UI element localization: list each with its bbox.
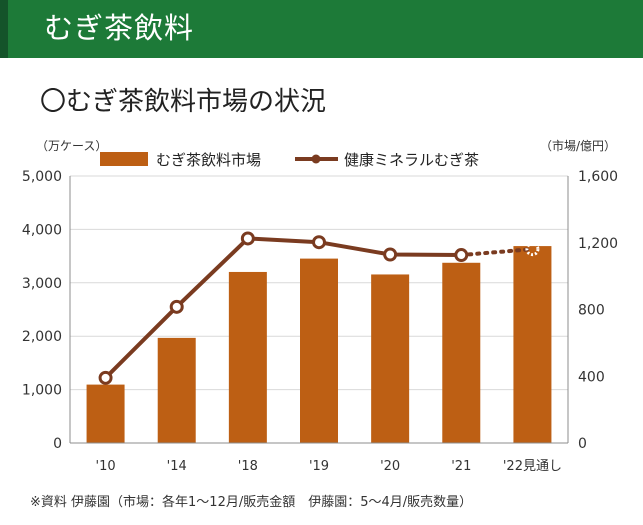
y-right-tick-label: 1,200 xyxy=(578,236,618,252)
y-right-axis-label: （市場/億円） xyxy=(540,138,616,153)
x-tick-label: '14 xyxy=(167,459,187,474)
x-tick-label: '20 xyxy=(380,459,400,474)
line-point xyxy=(312,235,326,250)
line-segment-dotted xyxy=(459,247,535,258)
page-title: むぎ茶飲料 xyxy=(44,11,195,45)
y-left-tick-label: 5,000 xyxy=(22,169,62,185)
line-point xyxy=(454,248,469,263)
header-bar: むぎ茶飲料 xyxy=(0,0,643,58)
bar xyxy=(86,384,125,443)
line-point xyxy=(98,370,113,385)
line-series xyxy=(98,231,540,385)
y-left-tick-label: 1,000 xyxy=(22,383,62,399)
x-tick-label: '22見通し xyxy=(503,459,562,474)
axes: 5,000 4,000 3,000 2,000 1,000 0 1,600 1,200 800 4… xyxy=(22,138,618,474)
legend-label-line: 健康ミネラルむぎ茶 xyxy=(344,151,479,169)
line-point xyxy=(383,247,398,262)
legend-swatch-marker xyxy=(311,154,321,164)
legend-swatch-bar xyxy=(100,152,148,166)
y-right-tick-label: 1,600 xyxy=(578,169,618,185)
header-accent xyxy=(0,0,8,58)
bar xyxy=(157,337,196,443)
bar xyxy=(228,271,267,443)
source-footnote: ※資料 伊藤園（市場：各年1〜12月/販売金額 伊藤園：5〜4月/販売数量） xyxy=(30,495,473,510)
y-left-tick-label: 3,000 xyxy=(22,276,62,292)
x-tick-label: '10 xyxy=(96,459,116,474)
y-right-tick-label: 0 xyxy=(578,436,587,452)
y-left-tick-label: 0 xyxy=(53,436,62,452)
line-point xyxy=(240,231,255,246)
bar-series xyxy=(86,246,552,443)
y-right-tick-label: 400 xyxy=(578,369,605,385)
bar xyxy=(513,246,552,443)
bar xyxy=(442,262,481,443)
bar xyxy=(300,258,338,443)
x-tick-label: '19 xyxy=(309,459,329,474)
x-tick-label: '21 xyxy=(451,459,471,474)
legend-label-bar: むぎ茶飲料市場 xyxy=(156,151,261,169)
section-title: 〇むぎ茶飲料市場の状況 xyxy=(40,87,327,117)
bar xyxy=(371,274,410,443)
legend: むぎ茶飲料市場 健康ミネラルむぎ茶 xyxy=(100,151,479,169)
line-point xyxy=(525,242,540,257)
y-left-tick-label: 4,000 xyxy=(22,222,62,238)
line-segment-solid xyxy=(104,236,462,380)
y-left-axis-label: （万ケース） xyxy=(36,139,107,153)
y-left-tick-label: 2,000 xyxy=(22,329,62,345)
line-point xyxy=(169,299,184,314)
y-right-tick-label: 800 xyxy=(578,303,605,319)
x-tick-label: '18 xyxy=(238,459,258,474)
